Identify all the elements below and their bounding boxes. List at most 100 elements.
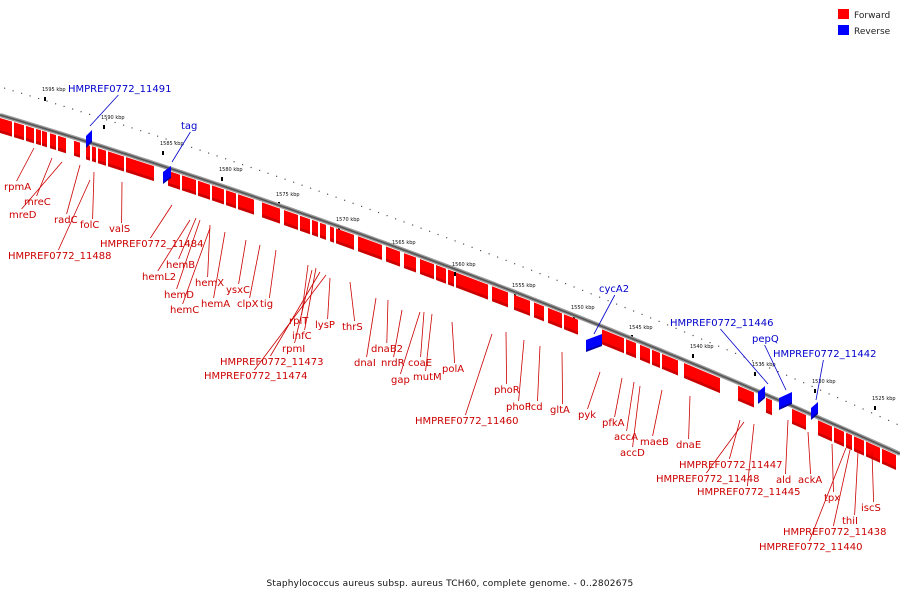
tick-dot bbox=[369, 208, 371, 211]
gene-forward bbox=[86, 144, 90, 161]
tick-dot bbox=[548, 276, 550, 278]
tick-dot bbox=[726, 349, 728, 351]
gene-forward bbox=[386, 246, 400, 267]
gene-forward bbox=[662, 353, 678, 376]
tick-dot bbox=[344, 199, 346, 201]
gene-forward bbox=[226, 190, 236, 209]
gene-label-HMPREF0772_11440: HMPREF0772_11440 bbox=[759, 542, 862, 553]
leader-line bbox=[249, 244, 261, 299]
tick-dot bbox=[259, 169, 261, 171]
leader-line bbox=[561, 351, 563, 405]
leader-line bbox=[729, 419, 741, 460]
gene-label-HMPREF0772_11488: HMPREF0772_11488 bbox=[8, 251, 111, 262]
tick-dot bbox=[599, 296, 601, 298]
gene-label-hemX: hemX bbox=[195, 278, 224, 289]
leader-line bbox=[327, 277, 331, 320]
major-tick bbox=[103, 125, 105, 129]
gene-forward bbox=[42, 130, 47, 148]
gene-label-HMPREF0772_11473: HMPREF0772_11473 bbox=[220, 357, 323, 368]
tick-dot bbox=[718, 345, 720, 347]
tick-dot bbox=[208, 152, 210, 154]
gene-label-tpx: tpx bbox=[824, 493, 840, 504]
leader-line bbox=[425, 313, 433, 372]
tick-dot bbox=[845, 400, 847, 402]
gene-forward bbox=[198, 180, 210, 200]
leader-line bbox=[785, 419, 789, 475]
tick-dot bbox=[429, 230, 431, 232]
tick-dot bbox=[752, 360, 754, 362]
gene-track bbox=[0, 118, 896, 471]
major-tick bbox=[44, 97, 46, 101]
gene-label-thrS: thrS bbox=[342, 322, 363, 333]
gene-label-hemL2: hemL2 bbox=[142, 272, 176, 283]
gene-label-rpmA: rpmA bbox=[4, 182, 31, 193]
gene-forward bbox=[108, 151, 124, 172]
leader-line bbox=[815, 359, 824, 401]
tick-dot bbox=[106, 119, 108, 121]
leader-line bbox=[420, 311, 425, 358]
leader-line bbox=[182, 227, 211, 305]
tick-dot bbox=[12, 90, 14, 92]
leader-line bbox=[171, 131, 191, 163]
gene-forward bbox=[74, 140, 80, 158]
tick-label: 1560 kbp bbox=[452, 262, 476, 268]
tick-dot bbox=[420, 227, 422, 229]
tick-dot bbox=[148, 132, 150, 134]
leader-line bbox=[465, 333, 493, 416]
leader-line bbox=[269, 249, 277, 299]
tick-dot bbox=[140, 130, 142, 132]
tick-dot bbox=[361, 205, 363, 207]
leader-line bbox=[537, 345, 541, 402]
gene-reverse bbox=[163, 166, 171, 184]
tick-dot bbox=[862, 408, 864, 410]
major-tick bbox=[814, 389, 816, 393]
tick-dot bbox=[777, 371, 779, 373]
tick-dot bbox=[157, 135, 159, 137]
gene-forward bbox=[212, 185, 224, 205]
gene-forward bbox=[514, 294, 530, 316]
gene-forward bbox=[818, 420, 832, 442]
tick-dot bbox=[463, 243, 465, 245]
leader-line bbox=[593, 294, 616, 335]
gene-label-mreC: mreC bbox=[24, 197, 51, 208]
tick-dot bbox=[403, 221, 405, 223]
tick-label: 1580 kbp bbox=[219, 167, 243, 173]
tick-dot bbox=[820, 389, 822, 391]
gene-forward bbox=[846, 432, 852, 451]
leader-line bbox=[270, 271, 321, 357]
leader-line bbox=[854, 451, 859, 516]
tick-dot bbox=[242, 164, 244, 166]
tick-dot bbox=[488, 253, 490, 255]
tick-dot bbox=[565, 283, 567, 285]
tick-dot bbox=[352, 202, 354, 204]
tick-dot bbox=[55, 103, 57, 105]
gene-forward bbox=[300, 215, 310, 235]
gene-forward bbox=[640, 344, 650, 364]
gene-forward bbox=[320, 222, 326, 240]
gene-label-infC: infC bbox=[292, 331, 312, 342]
tick-label: 1565 kbp bbox=[392, 240, 416, 246]
gene-label-radC: radC bbox=[54, 215, 78, 226]
tick-dot bbox=[871, 412, 873, 414]
gene-forward bbox=[854, 436, 864, 456]
tick-dot bbox=[114, 121, 116, 124]
gene-label-coaE: coaE bbox=[408, 358, 432, 369]
gene-label-HMPREF0772_11445: HMPREF0772_11445 bbox=[697, 487, 800, 498]
tick-dot bbox=[709, 342, 711, 344]
leader-line bbox=[366, 297, 377, 358]
gene-label-ysxC: ysxC bbox=[226, 285, 250, 296]
tick-label: 1590 kbp bbox=[101, 115, 125, 121]
tick-dot bbox=[386, 215, 388, 217]
leader-line bbox=[706, 421, 745, 474]
gene-reverse bbox=[811, 402, 818, 420]
gene-label-phoP: phoP bbox=[506, 402, 531, 413]
tick-dot bbox=[72, 108, 74, 110]
gene-label-HMPREF0772_11460: HMPREF0772_11460 bbox=[415, 416, 518, 427]
tick-dot bbox=[191, 146, 193, 148]
major-tick bbox=[338, 227, 340, 231]
major-tick bbox=[454, 272, 456, 276]
tick-dot bbox=[46, 100, 48, 102]
leader-line bbox=[92, 171, 95, 220]
tick-dot bbox=[29, 95, 31, 97]
